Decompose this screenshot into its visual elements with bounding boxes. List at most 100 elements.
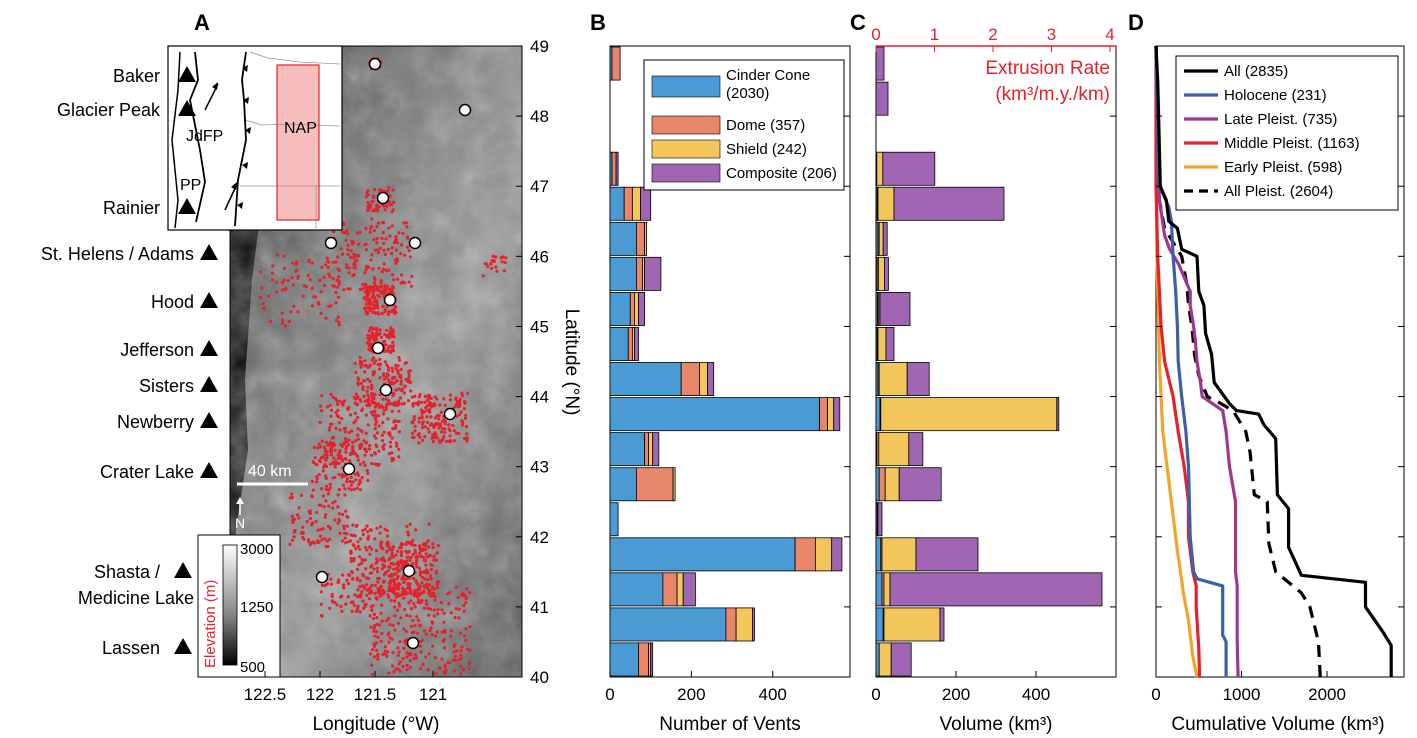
vent-point: [373, 634, 377, 638]
vent-point: [398, 396, 403, 400]
vent-point: [320, 439, 324, 443]
vent-point: [417, 598, 421, 602]
state-border: [244, 119, 341, 127]
vent-point: [392, 669, 396, 674]
vent-point: [308, 511, 312, 515]
vent-point: [361, 585, 365, 589]
vent-point: [331, 501, 335, 505]
vent-point: [431, 585, 435, 589]
vent-point: [390, 366, 394, 370]
vent-point: [454, 607, 458, 611]
vent-point: [262, 306, 266, 310]
vent-point: [370, 461, 374, 466]
vent-point: [374, 359, 378, 363]
vent-point: [361, 388, 365, 392]
bar-segment: [883, 607, 941, 642]
vent-point: [459, 653, 463, 657]
vent-point: [322, 465, 326, 469]
vent-point: [390, 554, 394, 559]
vent-point: [376, 576, 380, 581]
vent-point: [446, 660, 450, 665]
vent-point: [282, 254, 286, 258]
vent-point: [458, 412, 462, 417]
vent-point: [391, 391, 395, 395]
vent-point: [387, 226, 391, 230]
vent-point: [424, 406, 428, 410]
vent-point: [258, 296, 263, 300]
vent-point: [388, 333, 392, 337]
vent-point: [364, 583, 368, 587]
vent-point: [367, 292, 371, 296]
map-y-tick-label: 45: [530, 317, 549, 336]
map-ylabel: Latitude (°N): [561, 309, 582, 416]
vent-point: [275, 280, 279, 285]
vent-point: [390, 224, 394, 228]
panel-letter-b: B: [590, 10, 606, 35]
vent-point: [337, 512, 341, 516]
vent-point: [385, 372, 390, 376]
vent-point: [426, 427, 430, 431]
vent-point: [356, 458, 360, 462]
vent-point: [344, 238, 348, 243]
vent-point: [421, 422, 425, 426]
vent-point: [418, 544, 422, 548]
vent-point: [378, 531, 382, 535]
vent-point: [383, 343, 387, 347]
colorbar-tick: 1250: [240, 599, 273, 616]
vent-point: [429, 577, 433, 581]
vent-point: [310, 541, 314, 545]
vent-point: [358, 547, 362, 551]
vent-point: [386, 569, 390, 573]
vent-point: [395, 419, 399, 423]
vent-point: [319, 409, 324, 413]
legend-swatch-shield: [651, 139, 721, 159]
extrusion-rate-label: Extrusion Rate: [985, 58, 1110, 79]
vent-point: [434, 672, 438, 676]
vent-point: [310, 304, 314, 308]
vent-point: [422, 606, 426, 610]
bar-segment: [609, 642, 639, 677]
vent-point: [432, 425, 436, 429]
vent-point: [383, 289, 387, 293]
bar-segment: [881, 537, 917, 572]
vent-point: [399, 251, 403, 256]
vent-point: [379, 543, 383, 547]
vent-point: [391, 651, 395, 655]
vent-point: [371, 647, 375, 652]
vent-point: [328, 275, 332, 279]
bar-segment: [794, 537, 816, 572]
bar-segment: [644, 432, 650, 467]
bar-segment: [827, 397, 835, 432]
vent-point: [334, 301, 338, 305]
vent-point: [343, 487, 347, 491]
bar-segment: [906, 362, 930, 396]
vent-point: [340, 444, 344, 448]
vent-point: [402, 596, 406, 600]
vent-point: [350, 488, 354, 492]
vent-point: [387, 565, 391, 569]
bar-segment: [676, 572, 684, 607]
volcano-label-rainier: Rainier: [103, 198, 160, 218]
vent-point: [359, 429, 363, 433]
north-label: N: [235, 515, 245, 531]
vent-point: [335, 285, 340, 289]
vent-point: [372, 339, 376, 343]
vent-point: [356, 395, 360, 399]
x-tick-label: 2000: [1308, 685, 1346, 704]
vent-point: [336, 456, 340, 460]
vent-point: [336, 255, 340, 259]
vent-point: [371, 195, 376, 199]
vent-point: [350, 445, 355, 450]
vent-point: [455, 649, 459, 653]
vent-point: [410, 561, 414, 566]
vent-point: [363, 297, 367, 301]
vent-point: [394, 366, 398, 371]
bar-segment: [609, 256, 637, 291]
extrusion-tick-label: 1: [930, 25, 939, 44]
vent-point: [373, 451, 377, 455]
vent-point: [323, 515, 327, 519]
vent-point: [390, 451, 394, 455]
vent-point: [354, 392, 358, 396]
vent-point: [352, 421, 356, 425]
vent-point: [385, 335, 389, 339]
